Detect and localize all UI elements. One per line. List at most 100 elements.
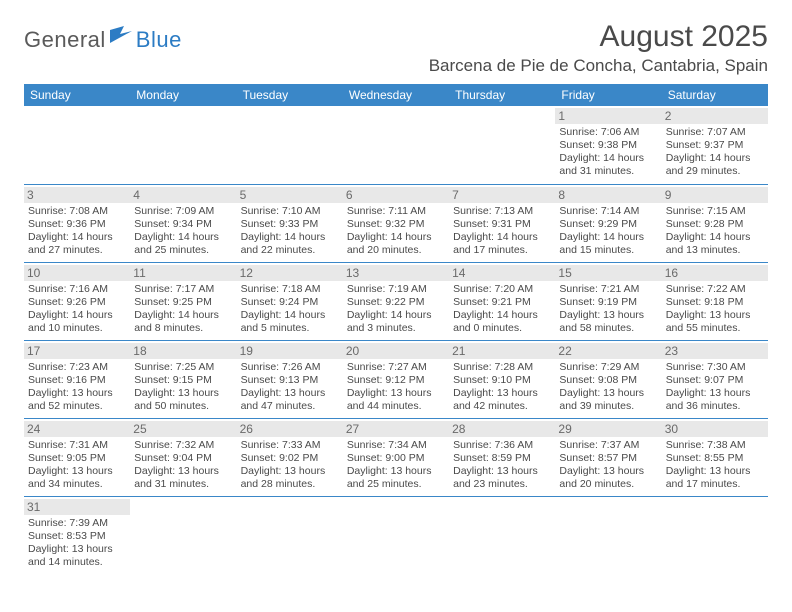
calendar-cell: 8Sunrise: 7:14 AMSunset: 9:29 PMDaylight… — [555, 184, 661, 262]
day-number: 20 — [343, 343, 449, 359]
daylight2-text: and 31 minutes. — [559, 165, 657, 178]
sunset-text: Sunset: 9:13 PM — [241, 374, 339, 387]
daylight2-text: and 28 minutes. — [241, 478, 339, 491]
sunset-text: Sunset: 9:38 PM — [559, 139, 657, 152]
sunset-text: Sunset: 9:31 PM — [453, 218, 551, 231]
day-number: 17 — [24, 343, 130, 359]
day-number: 13 — [343, 265, 449, 281]
daylight1-text: Daylight: 14 hours — [666, 231, 764, 244]
sunrise-text: Sunrise: 7:29 AM — [559, 361, 657, 374]
cell-details: Sunrise: 7:25 AMSunset: 9:15 PMDaylight:… — [134, 361, 232, 414]
calendar-cell — [449, 496, 555, 574]
calendar-cell — [237, 496, 343, 574]
daylight2-text: and 25 minutes. — [347, 478, 445, 491]
daylight2-text: and 42 minutes. — [453, 400, 551, 413]
sunset-text: Sunset: 9:00 PM — [347, 452, 445, 465]
logo-text-part2: Blue — [136, 27, 182, 53]
daylight2-text: and 20 minutes. — [559, 478, 657, 491]
sunrise-text: Sunrise: 7:08 AM — [28, 205, 126, 218]
day-number — [130, 499, 236, 515]
sunrise-text: Sunrise: 7:22 AM — [666, 283, 764, 296]
daylight1-text: Daylight: 14 hours — [28, 309, 126, 322]
sunrise-text: Sunrise: 7:09 AM — [134, 205, 232, 218]
cell-details: Sunrise: 7:34 AMSunset: 9:00 PMDaylight:… — [347, 439, 445, 492]
cell-details: Sunrise: 7:15 AMSunset: 9:28 PMDaylight:… — [666, 205, 764, 258]
day-number: 29 — [555, 421, 661, 437]
sunset-text: Sunset: 9:02 PM — [241, 452, 339, 465]
calendar-row: 10Sunrise: 7:16 AMSunset: 9:26 PMDayligh… — [24, 262, 768, 340]
sunset-text: Sunset: 9:26 PM — [28, 296, 126, 309]
col-sunday: Sunday — [24, 84, 130, 106]
day-number — [237, 108, 343, 124]
sunrise-text: Sunrise: 7:20 AM — [453, 283, 551, 296]
cell-details: Sunrise: 7:29 AMSunset: 9:08 PMDaylight:… — [559, 361, 657, 414]
sunset-text: Sunset: 9:10 PM — [453, 374, 551, 387]
cell-details: Sunrise: 7:33 AMSunset: 9:02 PMDaylight:… — [241, 439, 339, 492]
day-number: 22 — [555, 343, 661, 359]
calendar-cell — [662, 496, 768, 574]
daylight2-text: and 5 minutes. — [241, 322, 339, 335]
cell-details: Sunrise: 7:06 AMSunset: 9:38 PMDaylight:… — [559, 126, 657, 179]
logo-text-part1: General — [24, 27, 106, 53]
daylight2-text: and 25 minutes. — [134, 244, 232, 257]
sunrise-text: Sunrise: 7:23 AM — [28, 361, 126, 374]
calendar-cell: 9Sunrise: 7:15 AMSunset: 9:28 PMDaylight… — [662, 184, 768, 262]
daylight1-text: Daylight: 13 hours — [28, 465, 126, 478]
calendar-cell: 3Sunrise: 7:08 AMSunset: 9:36 PMDaylight… — [24, 184, 130, 262]
day-number: 14 — [449, 265, 555, 281]
sunset-text: Sunset: 9:08 PM — [559, 374, 657, 387]
daylight1-text: Daylight: 14 hours — [347, 309, 445, 322]
cell-details: Sunrise: 7:17 AMSunset: 9:25 PMDaylight:… — [134, 283, 232, 336]
daylight2-text: and 31 minutes. — [134, 478, 232, 491]
day-number: 21 — [449, 343, 555, 359]
daylight2-text: and 39 minutes. — [559, 400, 657, 413]
daylight1-text: Daylight: 13 hours — [241, 387, 339, 400]
daylight2-text: and 13 minutes. — [666, 244, 764, 257]
sunrise-text: Sunrise: 7:21 AM — [559, 283, 657, 296]
calendar-cell: 29Sunrise: 7:37 AMSunset: 8:57 PMDayligh… — [555, 418, 661, 496]
day-number — [130, 108, 236, 124]
daylight2-text: and 10 minutes. — [28, 322, 126, 335]
daylight1-text: Daylight: 14 hours — [347, 231, 445, 244]
daylight2-text: and 3 minutes. — [347, 322, 445, 335]
daylight1-text: Daylight: 13 hours — [134, 387, 232, 400]
sunset-text: Sunset: 9:12 PM — [347, 374, 445, 387]
cell-details: Sunrise: 7:13 AMSunset: 9:31 PMDaylight:… — [453, 205, 551, 258]
day-number — [343, 499, 449, 515]
daylight2-text: and 27 minutes. — [28, 244, 126, 257]
sunset-text: Sunset: 9:32 PM — [347, 218, 445, 231]
sunset-text: Sunset: 9:18 PM — [666, 296, 764, 309]
calendar-cell — [130, 106, 236, 184]
sunrise-text: Sunrise: 7:11 AM — [347, 205, 445, 218]
sunset-text: Sunset: 8:53 PM — [28, 530, 126, 543]
sunset-text: Sunset: 8:57 PM — [559, 452, 657, 465]
cell-details: Sunrise: 7:09 AMSunset: 9:34 PMDaylight:… — [134, 205, 232, 258]
calendar-cell — [130, 496, 236, 574]
col-wednesday: Wednesday — [343, 84, 449, 106]
sunrise-text: Sunrise: 7:36 AM — [453, 439, 551, 452]
calendar-cell — [343, 106, 449, 184]
sunrise-text: Sunrise: 7:26 AM — [241, 361, 339, 374]
sunset-text: Sunset: 9:21 PM — [453, 296, 551, 309]
day-number: 4 — [130, 187, 236, 203]
sunrise-text: Sunrise: 7:19 AM — [347, 283, 445, 296]
sunrise-text: Sunrise: 7:13 AM — [453, 205, 551, 218]
calendar-cell: 11Sunrise: 7:17 AMSunset: 9:25 PMDayligh… — [130, 262, 236, 340]
cell-details: Sunrise: 7:31 AMSunset: 9:05 PMDaylight:… — [28, 439, 126, 492]
location-text: Barcena de Pie de Concha, Cantabria, Spa… — [429, 56, 768, 76]
daylight2-text: and 17 minutes. — [666, 478, 764, 491]
calendar-cell: 18Sunrise: 7:25 AMSunset: 9:15 PMDayligh… — [130, 340, 236, 418]
sunset-text: Sunset: 9:24 PM — [241, 296, 339, 309]
sunset-text: Sunset: 9:25 PM — [134, 296, 232, 309]
sunrise-text: Sunrise: 7:07 AM — [666, 126, 764, 139]
daylight2-text: and 58 minutes. — [559, 322, 657, 335]
sunrise-text: Sunrise: 7:25 AM — [134, 361, 232, 374]
sunset-text: Sunset: 9:16 PM — [28, 374, 126, 387]
cell-details: Sunrise: 7:22 AMSunset: 9:18 PMDaylight:… — [666, 283, 764, 336]
daylight2-text: and 14 minutes. — [28, 556, 126, 569]
col-tuesday: Tuesday — [237, 84, 343, 106]
daylight2-text: and 34 minutes. — [28, 478, 126, 491]
daylight1-text: Daylight: 14 hours — [666, 152, 764, 165]
calendar-cell: 4 Sunrise: 7:09 AMSunset: 9:34 PMDaylight… — [130, 184, 236, 262]
col-monday: Monday — [130, 84, 236, 106]
